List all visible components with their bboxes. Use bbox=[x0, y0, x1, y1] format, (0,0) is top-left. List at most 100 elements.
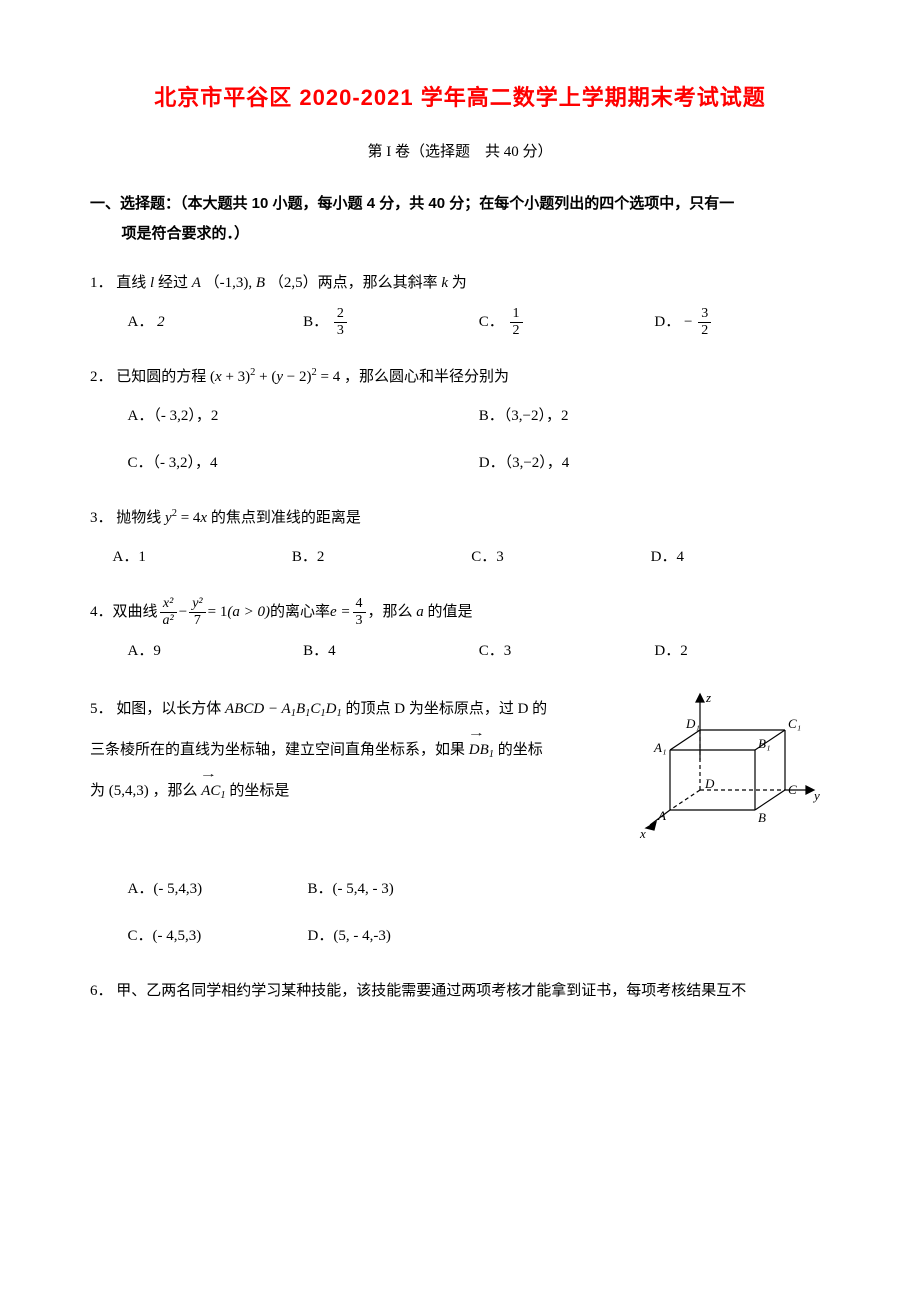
page-title: 北京市平谷区 2020-2021 学年高二数学上学期期末考试试题 bbox=[90, 80, 830, 112]
q1-text-c: （-1,3), bbox=[205, 275, 256, 291]
q1-optB-den: 3 bbox=[334, 323, 347, 338]
q2-text: 已知圆的方程 (x + 3)2 + (y − 2)2 = 4 ，那么圆心和半径分… bbox=[116, 369, 509, 385]
label-A: A bbox=[657, 808, 666, 823]
q3-optD: D．4 bbox=[651, 541, 830, 574]
q1-optC: C． 12 bbox=[479, 306, 655, 339]
q5-optB: B．(- 5,4, - 3) bbox=[308, 873, 831, 906]
q2-optB: B．（3,−2），2 bbox=[479, 400, 830, 433]
q1-optC-den: 2 bbox=[510, 323, 523, 338]
q4-cond: (a > 0) bbox=[227, 596, 270, 629]
label-D: D bbox=[704, 776, 715, 791]
q4-stem: 4． 双曲线 x²a² − y²7 = 1 (a > 0) 的离心率 e = 4… bbox=[90, 596, 830, 629]
q1-num: 1． bbox=[90, 275, 113, 291]
q4-e-eq: e = bbox=[330, 596, 351, 629]
q5-options: A．(- 5,4,3) B．(- 5,4, - 3) C．(- 4,5,3) D… bbox=[90, 873, 830, 953]
q6-text: 甲、乙两名同学相约学习某种技能，该技能需要通过两项考核才能拿到证书，每项考核结果… bbox=[116, 983, 746, 999]
q5-optA: A．(- 5,4,3) bbox=[128, 873, 308, 906]
q4-optA: A．9 bbox=[128, 635, 304, 668]
q2-options: A．（- 3,2），2 B．（3,−2），2 C．（- 3,2），4 D．（3,… bbox=[90, 400, 830, 480]
q5-figure: z y x D₁ C₁ A₁ B₁ D C A B bbox=[630, 690, 830, 873]
q6-num: 6． bbox=[90, 983, 113, 999]
question-5: 5． 如图，以长方体 ABCD − A1B1C1D1 的顶点 D 为坐标原点，过… bbox=[90, 690, 830, 953]
q1-options: A． 2 B． 23 C． 12 D． − 32 bbox=[90, 306, 830, 339]
axis-y-label: y bbox=[812, 788, 820, 803]
q5-l3b: 的坐标是 bbox=[229, 783, 289, 799]
q5-cube: ABCD − A1B1C1D1 bbox=[225, 701, 342, 717]
q4-text-b: 的离心率 bbox=[270, 596, 330, 629]
q1-optC-label: C． bbox=[479, 314, 504, 330]
q4-eq-den1: a² bbox=[160, 613, 177, 628]
q4-text-c: ，那么 a 的值是 bbox=[368, 596, 473, 629]
q3-options: A．1 B．2 C．3 D．4 bbox=[90, 541, 830, 574]
q5-vec-db1: DB1 bbox=[469, 729, 494, 770]
q4-e-den: 3 bbox=[353, 613, 366, 628]
q1-optA-label: A． bbox=[128, 314, 154, 330]
section-header: 一、选择题：（本大题共 10 小题，每小题 4 分，共 40 分；在每个小题列出… bbox=[90, 189, 830, 249]
q4-eq-eq: = 1 bbox=[208, 596, 228, 629]
label-A1: A₁ bbox=[653, 740, 666, 755]
question-2: 2． 已知圆的方程 (x + 3)2 + (y − 2)2 = 4 ，那么圆心和… bbox=[90, 361, 830, 480]
q4-num: 4． bbox=[90, 596, 113, 629]
q3-stem: 3． 抛物线 y2 = 4x 的焦点到准线的距离是 bbox=[90, 502, 830, 535]
question-6: 6． 甲、乙两名同学相约学习某种技能，该技能需要通过两项考核才能拿到证书，每项考… bbox=[90, 975, 830, 1008]
q1-text-a: 直线 bbox=[116, 275, 150, 291]
q4-optB: B．4 bbox=[303, 635, 479, 668]
q6-stem: 6． 甲、乙两名同学相约学习某种技能，该技能需要通过两项考核才能拿到证书，每项考… bbox=[90, 975, 830, 1008]
q2-stem: 2． 已知圆的方程 (x + 3)2 + (y − 2)2 = 4 ，那么圆心和… bbox=[90, 361, 830, 394]
question-4: 4． 双曲线 x²a² − y²7 = 1 (a > 0) 的离心率 e = 4… bbox=[90, 596, 830, 668]
q1-optD-den: 2 bbox=[698, 323, 711, 338]
label-B1: B₁ bbox=[758, 736, 770, 751]
label-B: B bbox=[758, 810, 766, 825]
q2-optA: A．（- 3,2），2 bbox=[128, 400, 479, 433]
label-C1: C₁ bbox=[788, 716, 801, 731]
q2-num: 2． bbox=[90, 369, 113, 385]
q4-eq-num2: y² bbox=[189, 597, 205, 613]
q1-optB: B． 23 bbox=[303, 306, 479, 339]
axis-x-label: x bbox=[639, 826, 646, 841]
q1-optB-label: B． bbox=[303, 314, 328, 330]
q2-optD: D．（3,−2），4 bbox=[479, 447, 830, 480]
q4-eq-num1: x² bbox=[160, 597, 177, 613]
q5-vec-ac1: AC1 bbox=[201, 770, 225, 811]
q1-optD-neg: − bbox=[684, 314, 692, 330]
q1-optA-val: 2 bbox=[157, 314, 165, 330]
q4-options: A．9 B．4 C．3 D．2 bbox=[90, 635, 830, 668]
axis-z-label: z bbox=[705, 690, 711, 705]
q1-optD-num: 3 bbox=[698, 307, 711, 323]
section-header-line2: 项是符合要求的．） bbox=[90, 219, 830, 249]
q5-optC: C．(- 4,5,3) bbox=[128, 920, 308, 953]
q1-optC-num: 1 bbox=[510, 307, 523, 323]
q1-text-b: 经过 bbox=[158, 275, 192, 291]
q5-l1a: 如图，以长方体 bbox=[116, 701, 225, 717]
q5-num: 5． bbox=[90, 701, 113, 717]
q3-text-a: 抛物线 bbox=[116, 510, 165, 526]
q1-optD-label: D． bbox=[654, 314, 680, 330]
q4-eq-den2: 7 bbox=[189, 613, 205, 628]
label-C: C bbox=[788, 782, 797, 797]
q4-eq-minus: − bbox=[179, 596, 187, 629]
q5-optD: D．(5, - 4,-3) bbox=[308, 920, 831, 953]
q3-text-b: 的焦点到准线的距离是 bbox=[211, 510, 361, 526]
section-header-line1: 一、选择题：（本大题共 10 小题，每小题 4 分，共 40 分；在每个小题列出… bbox=[90, 189, 830, 219]
question-3: 3． 抛物线 y2 = 4x 的焦点到准线的距离是 A．1 B．2 C．3 D．… bbox=[90, 502, 830, 574]
q5-l1b: 的顶点 D 为坐标原点，过 D 的 bbox=[346, 701, 548, 717]
cuboid-svg: z y x D₁ C₁ A₁ B₁ D C A B bbox=[630, 690, 830, 860]
q3-optA: A．1 bbox=[113, 541, 292, 574]
q1-optB-num: 2 bbox=[334, 307, 347, 323]
q5-l2b: 的坐标 bbox=[498, 742, 543, 758]
label-D1: D₁ bbox=[685, 716, 700, 731]
q1-text-d: （2,5）两点，那么其斜率 bbox=[269, 275, 442, 291]
q1-optD: D． − 32 bbox=[654, 306, 830, 339]
q3-optB: B．2 bbox=[292, 541, 471, 574]
q2-optC: C．（- 3,2），4 bbox=[128, 447, 479, 480]
q4-text-a: 双曲线 bbox=[113, 596, 158, 629]
q1-stem: 1． 直线 l 经过 A （-1,3), B （2,5）两点，那么其斜率 k 为 bbox=[90, 267, 830, 300]
q4-e-num: 4 bbox=[353, 597, 366, 613]
q3-num: 3． bbox=[90, 510, 113, 526]
q4-optC: C．3 bbox=[479, 635, 655, 668]
section-subtitle: 第 I 卷（选择题 共 40 分） bbox=[90, 140, 830, 161]
q3-optC: C．3 bbox=[471, 541, 650, 574]
q1-text-e: 为 bbox=[452, 275, 467, 291]
q4-optD: D．2 bbox=[654, 635, 830, 668]
q5-text: 5． 如图，以长方体 ABCD − A1B1C1D1 的顶点 D 为坐标原点，过… bbox=[90, 690, 614, 811]
